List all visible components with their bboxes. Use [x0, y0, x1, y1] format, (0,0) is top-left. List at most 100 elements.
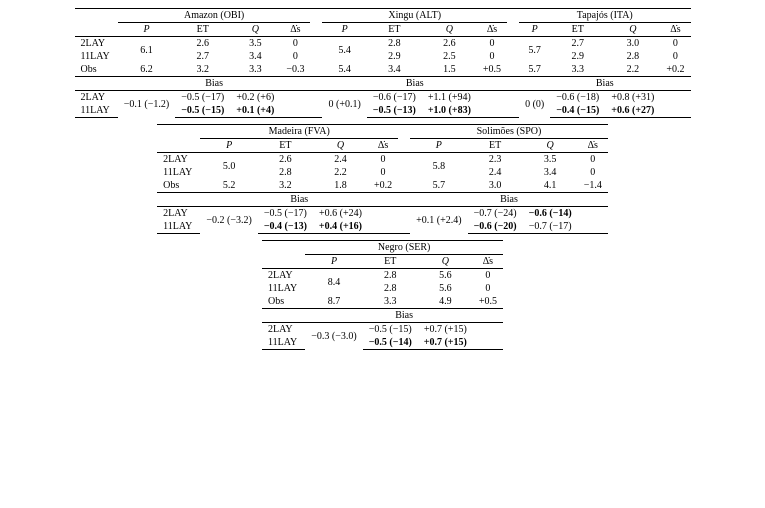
water-balance-table-1: Amazon (OBI) Xingu (ALT) Tapajós (ITA) P… [75, 8, 691, 118]
cell-ds: 0 [578, 166, 608, 179]
cell-ds: 0 [473, 282, 503, 295]
spacer [507, 9, 519, 23]
bias-et: −0.5 (−15) [363, 323, 418, 337]
cell-et: 2.4 [468, 166, 523, 179]
basin-header: Madeira (FVA) [200, 125, 398, 139]
cell-p: 5.7 [519, 37, 550, 64]
cell-et: 2.7 [175, 50, 230, 63]
spacer [310, 104, 322, 118]
col-et: ET [363, 255, 418, 269]
bias-p: +0.1 (+2.4) [410, 207, 467, 234]
cell-ds: 0 [280, 37, 310, 51]
cell-q: 5.6 [418, 282, 473, 295]
cell-et: 2.8 [258, 166, 313, 179]
spacer [398, 166, 410, 179]
cell-et: 2.9 [550, 50, 605, 63]
blank-cell [157, 193, 200, 207]
cell-q: 3.4 [523, 166, 578, 179]
bias-q: +0.6 (+27) [605, 104, 660, 118]
row-11lay-label: 11LAY [157, 166, 200, 179]
row-11lay-label: 11LAY [157, 220, 200, 234]
blank-cell [262, 241, 305, 255]
bias-et: −0.5 (−17) [258, 207, 313, 221]
water-balance-table-2: Madeira (FVA) Solimões (SPO) P ET Q Δ̇s … [157, 124, 608, 234]
spacer [398, 179, 410, 193]
col-q: Q [337, 140, 344, 151]
cell-q: 2.6 [422, 37, 477, 51]
blank-cell [578, 220, 608, 234]
bias-q: +0.7 (+15) [418, 336, 473, 350]
cell-ds: −0.3 [280, 63, 310, 77]
col-p: P [342, 24, 348, 35]
blank-cell [157, 139, 200, 153]
bias-header: Bias [519, 77, 690, 91]
bias-header: Bias [410, 193, 608, 207]
blank-cell [280, 104, 310, 118]
cell-p: 5.7 [519, 63, 550, 77]
row-11lay-label: 11LAY [75, 50, 118, 63]
basin-header: Negro (SER) [305, 241, 503, 255]
cell-ds: 0 [368, 153, 398, 167]
bias-q: +0.6 (+24) [313, 207, 368, 221]
cell-ds: 0 [477, 37, 507, 51]
cell-p: 8.4 [305, 269, 362, 296]
cell-p: 5.8 [410, 153, 467, 180]
basin-header: Solimões (SPO) [410, 125, 608, 139]
cell-ds: +0.5 [473, 295, 503, 309]
blank-cell [368, 220, 398, 234]
spacer [398, 153, 410, 167]
bias-p: 0 (+0.1) [322, 91, 366, 118]
spacer [398, 220, 410, 234]
col-p: P [143, 24, 149, 35]
col-q: Q [442, 256, 449, 267]
col-p: P [532, 24, 538, 35]
cell-et: 3.4 [367, 63, 422, 77]
bias-et: −0.4 (−15) [550, 104, 605, 118]
cell-et: 2.6 [258, 153, 313, 167]
cell-ds: 0 [368, 166, 398, 179]
cell-ds: 0 [280, 50, 310, 63]
blank-cell [368, 207, 398, 221]
cell-p: 8.7 [305, 295, 362, 309]
cell-et: 2.8 [363, 269, 418, 283]
spacer [310, 23, 322, 37]
spacer [507, 104, 519, 118]
blank-cell [660, 91, 690, 105]
bias-q: +0.8 (+31) [605, 91, 660, 105]
col-q: Q [446, 24, 453, 35]
spacer [310, 91, 322, 105]
row-11lay-label: 11LAY [262, 282, 305, 295]
blank-cell [75, 9, 118, 23]
blank-cell [262, 309, 305, 323]
spacer [507, 63, 519, 77]
col-p: P [226, 140, 232, 151]
row-obs-label: Obs [262, 295, 305, 309]
spacer [507, 77, 519, 91]
cell-q: 3.3 [230, 63, 280, 77]
cell-ds: 0 [578, 153, 608, 167]
bias-header: Bias [118, 77, 311, 91]
bias-q: +0.1 (+4) [230, 104, 280, 118]
col-ds: Δ̇s [578, 139, 608, 153]
cell-p: 5.4 [322, 63, 366, 77]
cell-q: 4.1 [523, 179, 578, 193]
spacer [310, 77, 322, 91]
spacer [507, 23, 519, 37]
blank-cell [473, 336, 503, 350]
bias-q: +0.2 (+6) [230, 91, 280, 105]
col-ds: Δ̇s [280, 23, 310, 37]
spacer [507, 37, 519, 51]
blank-cell [473, 323, 503, 337]
col-p: P [436, 140, 442, 151]
col-et: ET [258, 139, 313, 153]
spacer [398, 193, 410, 207]
spacer [310, 9, 322, 23]
col-p: P [331, 256, 337, 267]
bias-et: −0.5 (−13) [367, 104, 422, 118]
cell-q: 2.8 [605, 50, 660, 63]
row-obs-label: Obs [75, 63, 118, 77]
basin-header: Amazon (OBI) [118, 9, 311, 23]
cell-ds: 0 [477, 50, 507, 63]
cell-et: 3.2 [175, 63, 230, 77]
bias-et: −0.5 (−14) [363, 336, 418, 350]
